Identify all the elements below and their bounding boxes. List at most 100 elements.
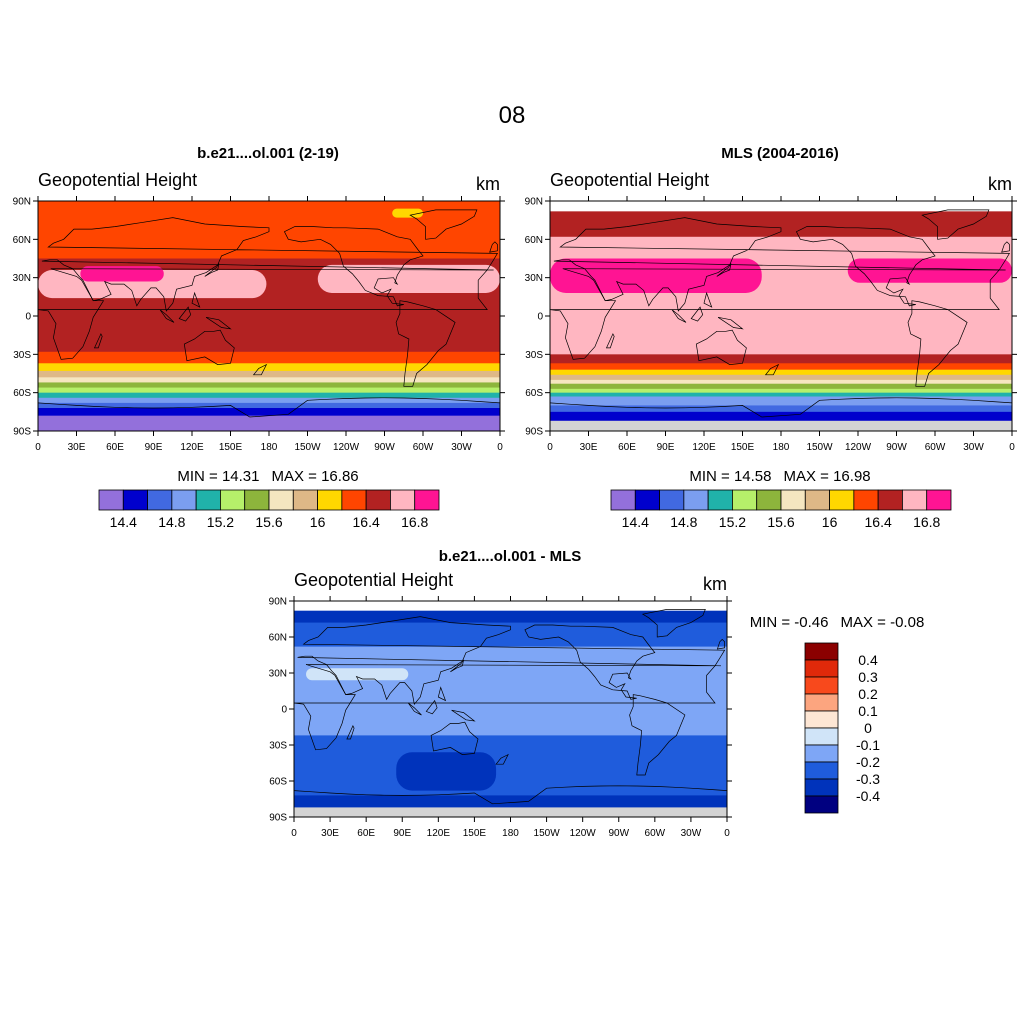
model-xtick-label-3: 90E — [145, 442, 163, 453]
panel-difference: b.e21....ol.001 - MLS Geopotential Heigh… — [269, 548, 925, 839]
model-colorbar-box-3 — [171, 489, 197, 511]
model-xtick-label-6: 180 — [261, 442, 278, 453]
observations-colorbar-box-2 — [659, 489, 685, 511]
difference-missing-north — [294, 601, 727, 611]
observations-coast-8 — [717, 316, 744, 330]
model-colorbar-box-0 — [98, 489, 124, 511]
observations-xtick-label-11: 30W — [963, 442, 984, 453]
panel-model-units: km — [476, 174, 500, 194]
observations-colorbar-box-11 — [877, 489, 903, 511]
difference-colorbar-label-7: -0.3 — [856, 771, 880, 787]
difference-xtick-label-7: 150W — [534, 828, 561, 839]
model-colorbar-box-5 — [220, 489, 246, 511]
observations-band-1 — [550, 236, 1012, 355]
observations-colorbar-box-0 — [610, 489, 636, 511]
model-colorbar-box-12 — [390, 489, 416, 511]
model-colorbar-label-2: 15.2 — [207, 514, 234, 530]
model-coast-9 — [204, 263, 220, 277]
difference-xtick-label-3: 90E — [393, 828, 411, 839]
observations-colorbar-box-13 — [926, 489, 952, 511]
observations-coast-1 — [550, 268, 1000, 360]
panel-difference-coastlines — [294, 609, 727, 805]
difference-xtick-label-5: 150E — [463, 828, 487, 839]
difference-coast-0 — [297, 616, 726, 705]
model-ytick-label-0: 90N — [13, 197, 31, 208]
model-coast-3 — [283, 226, 424, 307]
difference-colorbar-box-6 — [804, 744, 839, 763]
observations-colorbar-label-2: 15.2 — [719, 514, 746, 530]
observations-band-11 — [550, 405, 1012, 413]
panel-observations-left-title: Geopotential Height — [550, 170, 709, 190]
model-coast-4 — [395, 300, 456, 387]
panel-observations-colorbar: 14.4 14.8 15.2 15.6 16 16.4 16.8 — [610, 489, 952, 530]
difference-colorbar-box-7 — [804, 761, 839, 780]
model-colorbar-label-6: 16.8 — [401, 514, 428, 530]
model-band-7 — [38, 382, 500, 389]
model-coast-12 — [93, 333, 103, 349]
observations-coast-10 — [764, 363, 780, 376]
model-xtick-label-12: 0 — [497, 442, 503, 453]
model-band-3 — [38, 351, 500, 364]
difference-colorbar-box-5 — [804, 727, 839, 746]
observations-xtick-label-7: 150W — [806, 442, 833, 453]
model-band-10 — [38, 397, 500, 404]
model-colorbar-box-2 — [147, 489, 173, 511]
model-xtick-label-5: 150E — [219, 442, 243, 453]
observations-colorbar-box-7 — [780, 489, 806, 511]
model-coast-0 — [41, 217, 499, 312]
difference-ytick-label-1: 60N — [269, 633, 287, 644]
panel-model-colorbar: 14.4 14.8 15.2 15.6 16 16.4 16.8 — [98, 489, 440, 530]
difference-xtick-label-8: 120W — [570, 828, 597, 839]
model-colorbar-box-1 — [122, 489, 148, 511]
difference-coast-13 — [437, 686, 447, 702]
observations-coastline-layer — [550, 209, 1012, 418]
observations-ytick-label-5: 60S — [525, 388, 543, 399]
observations-colorbar-box-10 — [853, 489, 879, 511]
difference-colorbar-box-0 — [804, 642, 839, 661]
observations-missing-south — [550, 420, 1012, 431]
difference-colorbar-box-4 — [804, 710, 839, 729]
observations-coast-11 — [1001, 241, 1010, 253]
observations-coast-5 — [921, 209, 990, 240]
panel-difference-minmax: MIN = -0.46 MAX = -0.08 — [750, 614, 925, 631]
observations-coast-4 — [907, 300, 968, 387]
model-coast-1 — [38, 268, 488, 360]
observations-colorbar-box-9 — [829, 489, 855, 511]
observations-band-3 — [550, 363, 1012, 371]
model-feature-1 — [317, 264, 500, 293]
observations-band-4 — [550, 369, 1012, 376]
observations-field-layer — [550, 201, 1012, 431]
panel-difference-colorbar: 0.40.30.20.10-0.1-0.2-0.3-0.4 — [804, 642, 880, 814]
model-band-12 — [38, 408, 500, 417]
difference-band-2 — [294, 646, 727, 736]
observations-xtick-label-10: 60W — [925, 442, 946, 453]
observations-band-5 — [550, 374, 1012, 381]
panel-model-coastlines — [38, 209, 500, 418]
observations-coast-7 — [690, 306, 704, 322]
observations-ytick-label-2: 30N — [525, 273, 543, 284]
model-band-9 — [38, 392, 500, 399]
difference-missing-south — [294, 807, 727, 817]
observations-xtick-label-9: 90W — [886, 442, 907, 453]
model-colorbar-label-5: 16.4 — [353, 514, 380, 530]
panel-difference-axes: 0 30E 60E 90E 120E 150E 180 150W 120W 90W 60W 30W 09… — [269, 596, 732, 839]
difference-coast-3 — [524, 624, 656, 700]
panel-model: b.e21....ol.001 (2-19) Geopotential Heig… — [13, 145, 505, 530]
difference-coast-6 — [408, 702, 422, 716]
observations-xtick-label-3: 90E — [657, 442, 675, 453]
observations-xtick-label-4: 120E — [692, 442, 716, 453]
model-colorbar-label-3: 15.6 — [255, 514, 282, 530]
difference-field-layer — [294, 601, 727, 817]
observations-coast-3 — [795, 226, 936, 307]
observations-missing-north — [550, 201, 1012, 212]
difference-xtick-label-6: 180 — [502, 828, 519, 839]
observations-colorbar-box-3 — [683, 489, 709, 511]
observations-xtick-label-8: 120W — [845, 442, 872, 453]
panel-observations: MLS (2004-2016) Geopotential Height km 0… — [525, 145, 1017, 530]
panel-difference-units: km — [703, 574, 727, 594]
observations-band-7 — [550, 383, 1012, 390]
model-colorbar-box-6 — [244, 489, 270, 511]
difference-colorbar-label-1: 0.3 — [858, 669, 878, 685]
observations-band-2 — [550, 354, 1012, 364]
